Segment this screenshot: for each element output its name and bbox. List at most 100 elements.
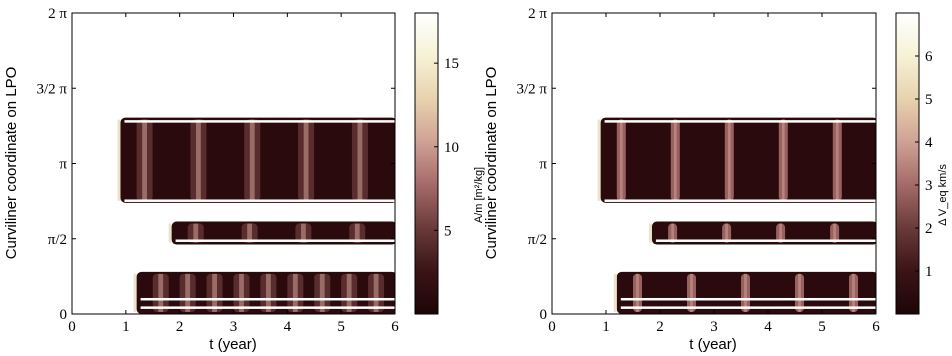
left-y-tick-label-1: π/2 (48, 232, 67, 248)
right-colorbar: 1 2 3 4 5 6 Δ V_eq km/s (895, 12, 949, 315)
right-band-0-stripe-core-3 (781, 119, 785, 201)
right-x-tick-label-0: 0 (548, 319, 556, 335)
right-x-tick-label-4: 4 (764, 319, 772, 335)
right-band-1-slit-0 (655, 239, 876, 242)
right-x-tick-label-3: 3 (710, 319, 718, 335)
right-colorbar-tick-label-1: 2 (925, 221, 933, 237)
left-band-1-stripe-core-3 (354, 223, 360, 243)
left-y-tick-label-0: 0 (60, 307, 68, 323)
left-plot-area (117, 117, 395, 314)
right-band-1 (651, 221, 876, 245)
left-band-0-stripe-core-3 (303, 119, 309, 201)
right-colorbar-gradient (895, 12, 920, 315)
left-band-0-stripe-core-4 (357, 119, 363, 201)
left-x-tick-label-0: 0 (68, 319, 76, 335)
left-band-1 (171, 221, 395, 245)
left-x-tick-label-3: 3 (230, 319, 238, 335)
left-band-2-slit-1 (140, 306, 395, 309)
right-y-tick-label-4: 2 π (528, 6, 547, 22)
right-band-1-stripe-core-0 (671, 223, 674, 243)
left-band-2-stripe-core-7 (346, 273, 352, 312)
left-band-2-stripe-core-8 (373, 273, 379, 312)
left-y-axis-label: Curviliner coordinate on LPO (3, 67, 20, 260)
right-colorbar-tick-label-3: 4 (925, 135, 933, 151)
right-band-edge-2 (613, 273, 617, 312)
left-band-1-slit-0 (175, 239, 395, 242)
left-band-edge-0 (117, 119, 121, 201)
left-y-tick-label-4: 2 π (48, 6, 67, 22)
right-x-tick-label-5: 5 (818, 319, 826, 335)
right-band-0-stripe-core-2 (727, 119, 731, 201)
right-y-tick-label-2: π (539, 157, 547, 173)
left-band-2-stripe-core-2 (212, 273, 217, 312)
left-band-2-slit-0 (140, 297, 395, 301)
right-band-2-stripe-core-4 (852, 273, 855, 312)
left-band-2-stripe-core-6 (319, 273, 325, 312)
right-band-1-stripe-core-1 (725, 223, 728, 243)
left-axis-ticks: 0 1 2 3 4 5 6 0 π/2 π 3/2 π 2 π (37, 6, 400, 335)
right-band-2-slit-0 (620, 297, 876, 301)
right-y-tick-label-0: 0 (540, 307, 548, 323)
right-band-2-stripe-core-2 (744, 273, 747, 312)
left-colorbar-tick-label-1: 10 (444, 140, 459, 156)
right-band-0-stripe-core-4 (835, 119, 839, 201)
left-band-edge-1 (168, 223, 172, 243)
left-x-tick-label-2: 2 (176, 319, 184, 335)
right-band-2-stripe-core-3 (798, 273, 801, 312)
right-band-0 (600, 117, 876, 203)
right-band-0-stripe-core-1 (673, 119, 677, 201)
right-colorbar-tick-label-5: 6 (925, 49, 933, 65)
left-band-0-stripe-core-0 (142, 119, 147, 201)
left-colorbar-tick-label-2: 15 (444, 56, 459, 72)
left-band-0-stripe-core-1 (196, 119, 201, 201)
right-colorbar-tick-label-4: 5 (925, 92, 933, 108)
right-band-0-slit-1 (604, 120, 876, 123)
right-band-1-stripe-core-2 (779, 223, 782, 243)
right-y-axis-label: Curviliner coordinate on LPO (483, 67, 500, 260)
right-y-tick-label-3: 3/2 π (517, 81, 548, 97)
right-colorbar-ticks: 1 2 3 4 5 6 (915, 49, 933, 280)
left-colorbar-label: A/m [m²/kg] (473, 167, 485, 223)
right-colorbar-tick-label-2: 3 (925, 178, 933, 194)
left-band-0-stripe-core-2 (249, 119, 255, 201)
right-x-axis-label: t (year) (689, 336, 737, 353)
left-band-2-stripe-core-4 (266, 273, 271, 312)
left-colorbar: 5 10 15 A/m [m²/kg] (414, 12, 485, 315)
right-colorbar-label: Δ V_eq km/s (937, 164, 949, 226)
left-band-2-stripe-core-0 (158, 273, 164, 312)
right-x-tick-label-1: 1 (602, 319, 610, 335)
right-band-2-slit-1 (620, 306, 876, 309)
left-band-1-stripe-core-0 (193, 223, 199, 243)
right-colorbar-tick-label-0: 1 (925, 264, 933, 280)
left-y-tick-label-2: π (59, 157, 67, 173)
left-x-tick-label-5: 5 (337, 319, 345, 335)
left-x-axis-label: t (year) (209, 336, 257, 353)
left-band-1-stripe-core-1 (247, 223, 252, 243)
left-x-tick-label-6: 6 (391, 319, 399, 335)
left-band-0-slit-0 (124, 199, 395, 202)
left-colorbar-ticks: 5 10 15 (434, 56, 459, 239)
right-x-tick-label-6: 6 (872, 319, 880, 335)
left-band-0-slit-1 (124, 120, 395, 123)
left-band-2-stripe-core-5 (292, 273, 298, 312)
right-band-0-stripe-core-0 (619, 119, 623, 201)
right-band-2-stripe-core-1 (690, 273, 693, 312)
right-y-tick-label-1: π/2 (528, 232, 547, 248)
left-band-2-stripe-core-1 (185, 273, 191, 312)
right-band-1-stripe-core-3 (833, 223, 836, 243)
right-axis-ticks: 0 1 2 3 4 5 6 0 π/2 π 3/2 π 2 π (517, 6, 881, 335)
right-band-2-stripe-core-0 (636, 273, 639, 312)
left-x-tick-label-1: 1 (122, 319, 130, 335)
left-x-tick-label-4: 4 (284, 319, 292, 335)
left-band-edge-2 (133, 273, 137, 312)
right-band-edge-0 (597, 119, 601, 201)
right-x-tick-label-2: 2 (656, 319, 664, 335)
right-heatmap-panel: 0 1 2 3 4 5 6 0 π/2 π 3/2 π 2 π t (year) Curviliner… (483, 6, 949, 353)
left-band-1-stripe-core-2 (301, 223, 306, 243)
right-band-edge-1 (648, 223, 652, 243)
left-band-2-stripe-core-3 (239, 273, 244, 312)
left-colorbar-tick-label-0: 5 (444, 223, 452, 239)
right-band-0-slit-0 (604, 199, 876, 202)
left-colorbar-gradient (414, 12, 439, 315)
